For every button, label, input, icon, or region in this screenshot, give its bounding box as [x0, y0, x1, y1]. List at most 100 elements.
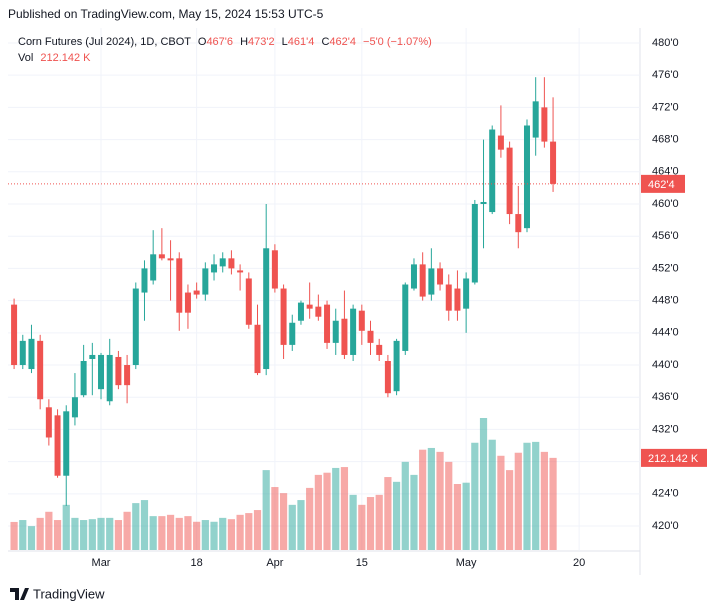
volume-bar	[427, 447, 435, 550]
volume-bar	[245, 513, 253, 550]
candle-body	[45, 407, 52, 438]
y-tick-label: 456'0	[652, 230, 679, 242]
volume-bar	[253, 510, 262, 550]
y-tick-label: 432'0	[652, 423, 679, 435]
volume-bar	[488, 439, 496, 550]
volume-bar	[384, 477, 392, 550]
y-tick-label: 420'0	[652, 520, 679, 532]
y-tick-label: 480'0	[652, 37, 679, 49]
last-price-label: 462'4	[648, 179, 675, 191]
volume-badge	[641, 448, 707, 467]
candle-body	[202, 268, 209, 295]
volume-bar	[453, 484, 462, 550]
candle-body	[532, 101, 539, 138]
volume-bar	[445, 461, 453, 550]
volume-bar	[462, 482, 470, 550]
y-tick-label: 468'0	[652, 133, 679, 145]
candle-body	[419, 264, 426, 297]
x-tick-label: 20	[573, 557, 585, 569]
volume-bar	[314, 474, 322, 550]
candle-body	[332, 320, 339, 343]
volume-bar	[410, 474, 418, 550]
y-tick-label: 444'0	[652, 327, 679, 339]
x-tick-label: Mar	[92, 557, 111, 569]
volume-bar	[523, 442, 531, 550]
candle-body	[263, 248, 270, 370]
y-tick-label: 472'0	[652, 101, 679, 113]
volume-bar	[114, 520, 123, 550]
volume-bar	[219, 517, 227, 550]
candle-body	[158, 254, 165, 259]
volume-bar	[158, 516, 166, 550]
volume-value: 212.142 K	[40, 52, 91, 64]
volume-bar	[106, 517, 114, 550]
candle-body	[341, 318, 348, 355]
candle-body	[523, 125, 530, 229]
volume-bar	[471, 442, 479, 550]
volume-bar	[88, 519, 96, 550]
symbol-title: Corn Futures (Jul 2024), 1D, CBOT	[18, 36, 191, 48]
open-key: O	[198, 36, 207, 48]
volume-bar	[349, 494, 357, 550]
volume-bar	[201, 520, 209, 550]
volume-bar	[262, 470, 270, 550]
candle-body	[89, 354, 96, 359]
brand-logo: TradingView	[10, 586, 105, 601]
volume-bar	[332, 467, 340, 550]
candle-body	[193, 290, 200, 295]
candle-body	[237, 270, 244, 273]
volume-bar	[36, 517, 44, 550]
volume-legend: Vol 212.142 K	[18, 52, 91, 64]
change-value: −5'0 (−1.07%)	[363, 36, 432, 48]
x-tick-label: 18	[191, 557, 203, 569]
published-note: Published on TradingView.com, May 15, 20…	[8, 7, 324, 21]
candle-body	[54, 415, 61, 476]
volume-badge-label: 212.142 K	[648, 453, 699, 465]
volume-bar	[210, 521, 218, 550]
volume-key: Vol	[18, 52, 33, 64]
candle-body	[445, 284, 452, 311]
candle-body	[115, 356, 122, 386]
volume-bar	[193, 521, 201, 550]
candle-body	[289, 322, 296, 345]
high-value: 473'2	[248, 36, 275, 48]
high-key: H	[240, 36, 248, 48]
volume-bar	[184, 516, 192, 550]
open-value: 467'6	[206, 36, 233, 48]
last-price-badge	[641, 174, 685, 193]
candle-body	[324, 304, 331, 343]
volume-bar	[62, 504, 70, 550]
candle-body	[71, 397, 78, 418]
candle-body	[541, 107, 548, 142]
volume-bar	[27, 526, 36, 550]
candle-body	[550, 141, 557, 184]
candle-body	[184, 292, 191, 313]
candle-body	[132, 288, 139, 366]
volume-bar	[419, 449, 427, 550]
candle-body	[367, 330, 374, 343]
legend-line: Corn Futures (Jul 2024), 1D, CBOT O467'6…	[18, 36, 432, 48]
volume-bar	[479, 418, 488, 550]
candle-body	[297, 302, 304, 321]
volume-bar	[10, 521, 18, 550]
volume-bar	[140, 500, 149, 550]
volume-bar	[227, 519, 236, 550]
volume-bar	[71, 517, 79, 550]
grid	[8, 28, 640, 551]
x-tick-label: Apr	[266, 557, 283, 569]
volume-bar	[175, 517, 183, 550]
candle-body	[19, 340, 26, 366]
volume-bar	[436, 451, 444, 550]
volume-bar	[358, 504, 366, 550]
candle-body	[63, 411, 70, 476]
volume-bar	[271, 487, 279, 550]
candle-body	[497, 135, 504, 150]
volume-bar	[392, 481, 401, 550]
volume-bar	[149, 516, 157, 550]
candle-body	[124, 365, 131, 386]
close-key: C	[321, 36, 329, 48]
y-tick-label: 436'0	[652, 391, 679, 403]
volume-bar	[97, 517, 105, 550]
candle-body	[506, 147, 513, 215]
